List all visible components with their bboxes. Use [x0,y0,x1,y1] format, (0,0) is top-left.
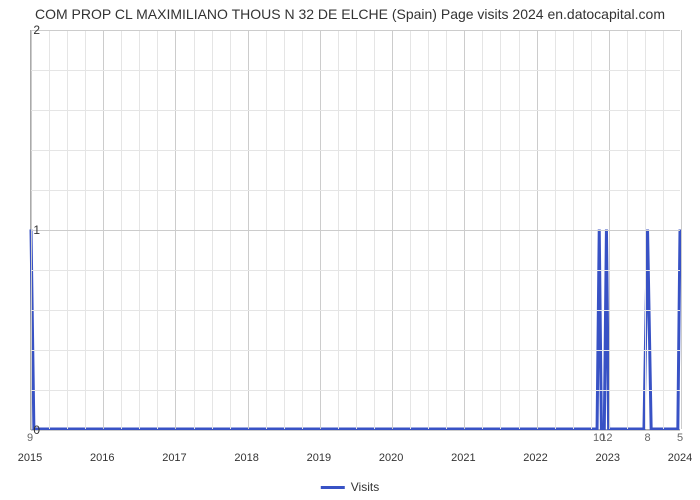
x-tick-label: 2020 [379,452,403,464]
plot-area [30,30,680,430]
grid-h-minor [31,190,680,191]
grid-h-major [31,230,680,231]
legend: Visits [321,480,379,494]
x-tick-label: 2021 [451,452,475,464]
y-tick-label: 0 [33,423,40,437]
x-tick-label: 2019 [307,452,331,464]
legend-label: Visits [351,480,379,494]
grid-h-major [31,30,680,31]
x-tick-label: 2015 [18,452,42,464]
grid-h-minor [31,270,680,271]
grid-h-minor [31,310,680,311]
y-tick-label: 2 [33,23,40,37]
x-tick-label: 2018 [234,452,258,464]
grid-h-minor [31,70,680,71]
x-tick-label: 2023 [596,452,620,464]
legend-swatch [321,486,345,489]
value-label: 12 [600,432,612,444]
y-tick-label: 1 [33,223,40,237]
x-tick-label: 2017 [162,452,186,464]
grid-v-major [681,30,682,429]
value-label: 9 [27,432,33,444]
x-tick-label: 2016 [90,452,114,464]
grid-h-minor [31,350,680,351]
x-tick-label: 2022 [523,452,547,464]
chart-title: COM PROP CL MAXIMILIANO THOUS N 32 DE EL… [35,6,665,22]
x-tick-label: 2024 [668,452,692,464]
grid-h-major [31,430,680,431]
grid-h-minor [31,110,680,111]
value-label: 8 [644,432,650,444]
grid-h-minor [31,150,680,151]
value-label: 5 [677,432,683,444]
grid-h-minor [31,390,680,391]
